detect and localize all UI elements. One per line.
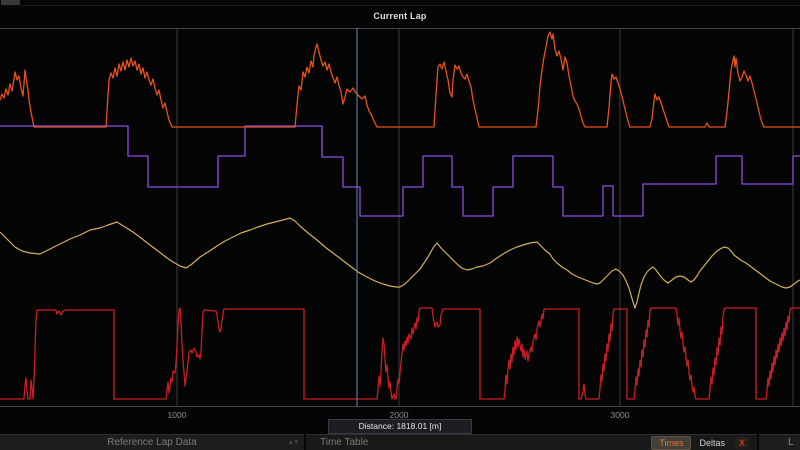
trace-speed [0, 217, 800, 309]
panel-collapse-icon[interactable]: ▾ [294, 439, 300, 446]
bottom-dock-bar: Reference Lap Data ▴▾ Time Table Times D… [0, 434, 800, 450]
time-table-title: Time Table [320, 437, 369, 448]
x-axis-label: 1000 [167, 410, 187, 420]
trace-gear [0, 125, 800, 217]
panel-expand-icon[interactable]: ▴ [288, 439, 295, 446]
right-panel-label: L [788, 437, 794, 448]
reference-lap-data-panel[interactable]: Reference Lap Data ▴▾ [0, 434, 304, 450]
time-table-panel[interactable]: Time Table Times Deltas X [306, 434, 757, 450]
top-divider [20, 5, 800, 6]
trace-throttle [0, 307, 800, 400]
trace-rpm [0, 31, 800, 128]
chart-title: Current Lap [373, 11, 427, 21]
panel-divider [757, 434, 759, 450]
panel-controls: ▴▾ [289, 438, 300, 446]
times-button[interactable]: Times [651, 435, 692, 450]
close-panel-button[interactable]: X [734, 436, 749, 449]
reference-lap-data-title: Reference Lap Data [107, 437, 197, 448]
x-axis: 1000 2000 3000 [0, 410, 800, 422]
right-dock-panel[interactable]: L [759, 434, 800, 450]
x-axis-label: 3000 [610, 410, 630, 420]
x-axis-label: 2000 [389, 410, 409, 420]
deltas-button[interactable]: Deltas [699, 437, 725, 448]
panel-divider [304, 434, 306, 450]
window-corner-tab [1, 0, 20, 5]
cursor-distance-readout: Distance: 1818.01 [m] [328, 419, 472, 434]
